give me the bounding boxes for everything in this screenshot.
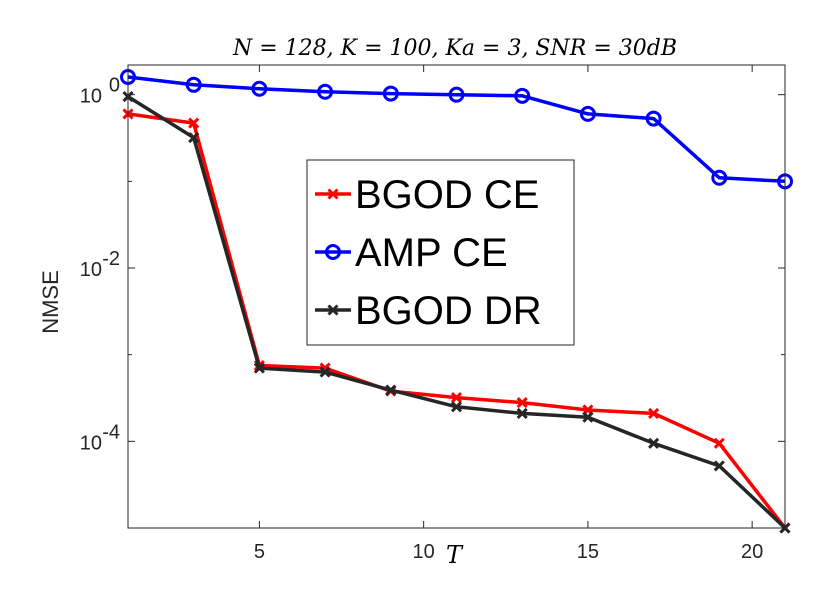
data-point bbox=[319, 366, 331, 378]
data-point bbox=[516, 407, 528, 419]
x-tick-label: 20 bbox=[741, 541, 763, 563]
x-tick-label: 5 bbox=[254, 541, 265, 563]
plot-area bbox=[120, 68, 793, 534]
legend-marker bbox=[327, 188, 339, 200]
x-tick-label: 10 bbox=[413, 541, 435, 563]
legend-marker bbox=[327, 304, 339, 316]
data-point bbox=[188, 132, 200, 144]
data-point bbox=[648, 407, 660, 419]
data-point bbox=[648, 437, 660, 449]
data-point bbox=[251, 80, 268, 97]
data-point bbox=[711, 169, 728, 186]
axes-frame bbox=[127, 64, 786, 529]
data-point bbox=[713, 460, 725, 472]
legend-label: BGOD CE bbox=[355, 173, 539, 217]
y-tick-label: 10 bbox=[80, 432, 102, 454]
y-tick-exponent: -4 bbox=[102, 421, 120, 443]
x-axis-label: T bbox=[446, 541, 464, 569]
x-tick-label: 15 bbox=[577, 541, 599, 563]
y-tick-exponent: -2 bbox=[102, 248, 120, 270]
data-point bbox=[450, 391, 463, 404]
chart-title: N = 128, K = 100, Ka = 3, SNR = 30dB bbox=[232, 36, 677, 61]
legend-box bbox=[306, 159, 575, 346]
y-tick-exponent: 0 bbox=[109, 75, 120, 97]
y-axis-label: NMSE bbox=[38, 270, 63, 334]
series-amp-ce bbox=[120, 68, 793, 190]
data-point bbox=[382, 85, 399, 102]
legend-label: BGOD DR bbox=[355, 289, 542, 333]
data-point bbox=[450, 401, 463, 413]
data-point bbox=[579, 105, 596, 122]
data-point bbox=[514, 87, 531, 104]
legend-marker bbox=[325, 244, 341, 260]
data-point bbox=[188, 117, 200, 129]
data-point bbox=[582, 411, 594, 423]
data-point bbox=[516, 397, 528, 409]
legend-item: BGOD DR bbox=[315, 289, 542, 333]
legend-item: AMP CE bbox=[315, 231, 508, 275]
data-point bbox=[713, 437, 725, 449]
data-point bbox=[385, 384, 397, 396]
y-tick-label: 10 bbox=[80, 86, 102, 108]
data-point bbox=[645, 110, 662, 127]
y-tick-label: 10 bbox=[80, 259, 102, 281]
data-point bbox=[448, 86, 465, 103]
data-point bbox=[253, 362, 265, 374]
series-line bbox=[127, 75, 786, 184]
legend-label: AMP CE bbox=[355, 231, 508, 275]
data-point bbox=[185, 76, 202, 93]
legend: BGOD CE AMP CE BGOD DR bbox=[306, 159, 575, 346]
data-point bbox=[317, 83, 334, 100]
legend-item: BGOD CE bbox=[315, 173, 539, 217]
